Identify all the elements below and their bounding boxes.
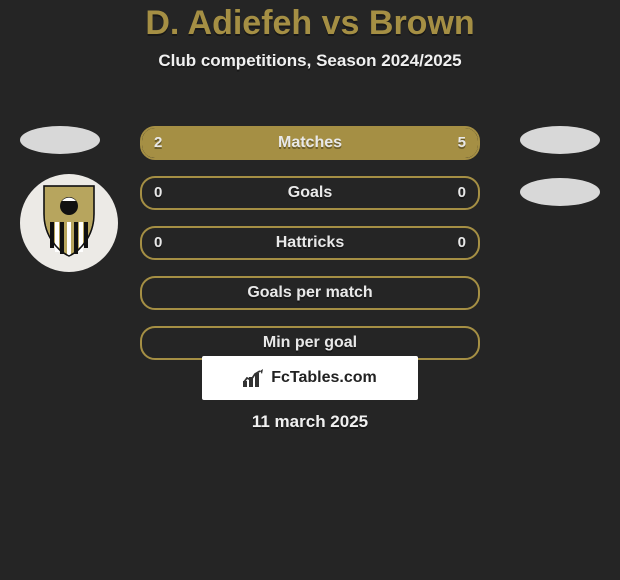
player1-club-badge [20, 174, 118, 272]
stat-value-right: 0 [450, 178, 474, 208]
stat-row: 0 0Goals [140, 176, 480, 210]
stat-label: Min per goal [142, 328, 478, 358]
brand-label: FcTables.com [271, 369, 377, 387]
player2-avatar-placeholder [520, 126, 600, 154]
page-root: D. Adiefeh vs Brown Club competitions, S… [0, 4, 620, 580]
stat-value-right: 5 [450, 128, 474, 158]
stat-label: Hattricks [142, 228, 478, 258]
stat-value-left: 0 [146, 228, 170, 258]
stat-value-left: 0 [146, 178, 170, 208]
stat-fill-right [239, 128, 478, 158]
stats-panel: 25Matches00Goals00HattricksGoals per mat… [140, 126, 480, 376]
bar-chart-icon [243, 369, 265, 387]
stat-value-right: 0 [450, 228, 474, 258]
stat-label: Goals per match [142, 278, 478, 308]
stat-label: Goals [142, 178, 478, 208]
stat-row: Goals per match [140, 276, 480, 310]
notts-county-crest-icon [40, 184, 98, 258]
page-title: D. Adiefeh vs Brown [0, 4, 620, 43]
stat-row: Min per goal [140, 326, 480, 360]
stat-value-left: 2 [146, 128, 170, 158]
page-subtitle: Club competitions, Season 2024/2025 [0, 51, 620, 71]
stat-row: 0 0Hattricks [140, 226, 480, 260]
stat-row: 25Matches [140, 126, 480, 160]
date-label: 11 march 2025 [0, 412, 620, 432]
brand-box[interactable]: FcTables.com [202, 356, 418, 400]
player1-avatar-placeholder [20, 126, 100, 154]
player2-avatar-placeholder-2 [520, 178, 600, 206]
